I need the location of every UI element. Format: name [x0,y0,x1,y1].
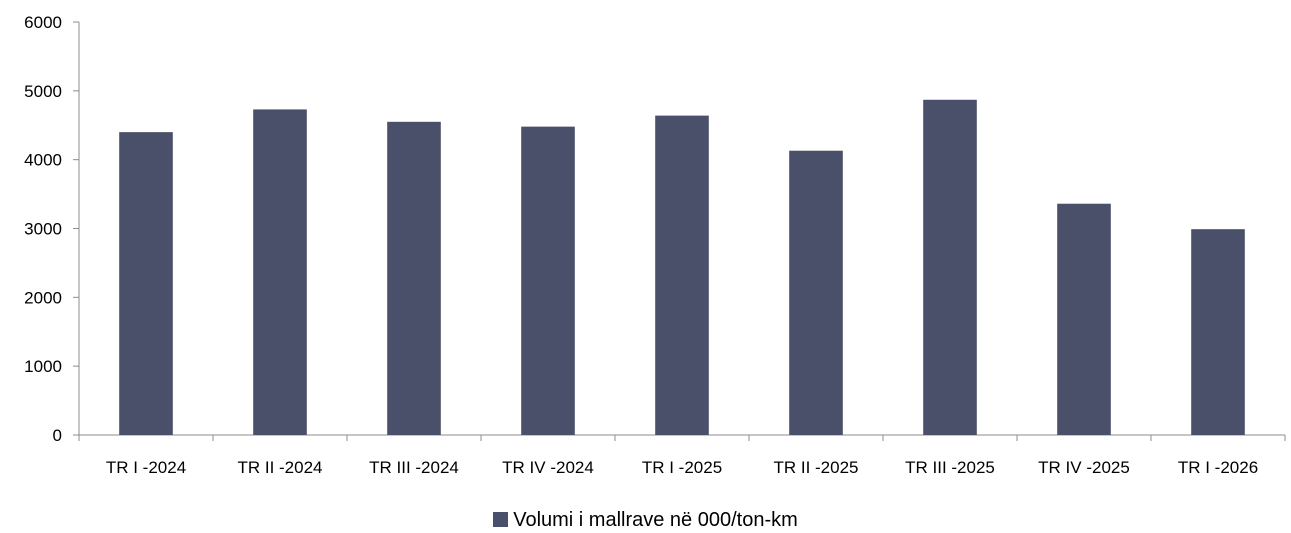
bar [923,99,977,435]
legend: Volumi i mallrave në 000/ton-km [0,509,1291,532]
legend-swatch [493,512,509,527]
x-axis: TR I -2024 TR II -2024 TR III -2024 TR IV -… [78,434,1286,477]
bar [387,121,441,435]
bar [655,115,709,435]
bar [789,150,843,436]
y-tick-label: 4000 [24,151,62,170]
bar [119,132,173,435]
bar [521,126,575,436]
y-tick-label: 1000 [24,357,62,376]
x-tick-label: TR III -2025 [905,458,995,477]
y-tick-label: 5000 [24,82,62,101]
x-tick-label: TR IV -2025 [1038,458,1130,477]
x-tick-label: TR I -2026 [1178,458,1258,477]
x-tick-label: TR I -2024 [106,458,186,477]
bar [1191,229,1245,435]
bars [119,99,1245,436]
x-tick-label: TR II -2025 [773,458,858,477]
y-tick-label: 6000 [24,13,62,32]
x-tick-label: TR III -2024 [369,458,459,477]
y-axis: 0 1000 2000 3000 4000 5000 6000 [24,13,80,445]
legend-label: Volumi i mallrave në 000/ton-km [513,509,798,531]
x-tick-label: TR I -2025 [642,458,722,477]
x-tick-label: TR II -2024 [237,458,322,477]
y-tick-label: 2000 [24,288,62,307]
y-tick-label: 3000 [24,220,62,239]
bar [253,109,307,435]
y-tick-label: 0 [53,426,62,445]
bar [1057,203,1111,435]
x-tick-label: TR IV -2024 [502,458,594,477]
